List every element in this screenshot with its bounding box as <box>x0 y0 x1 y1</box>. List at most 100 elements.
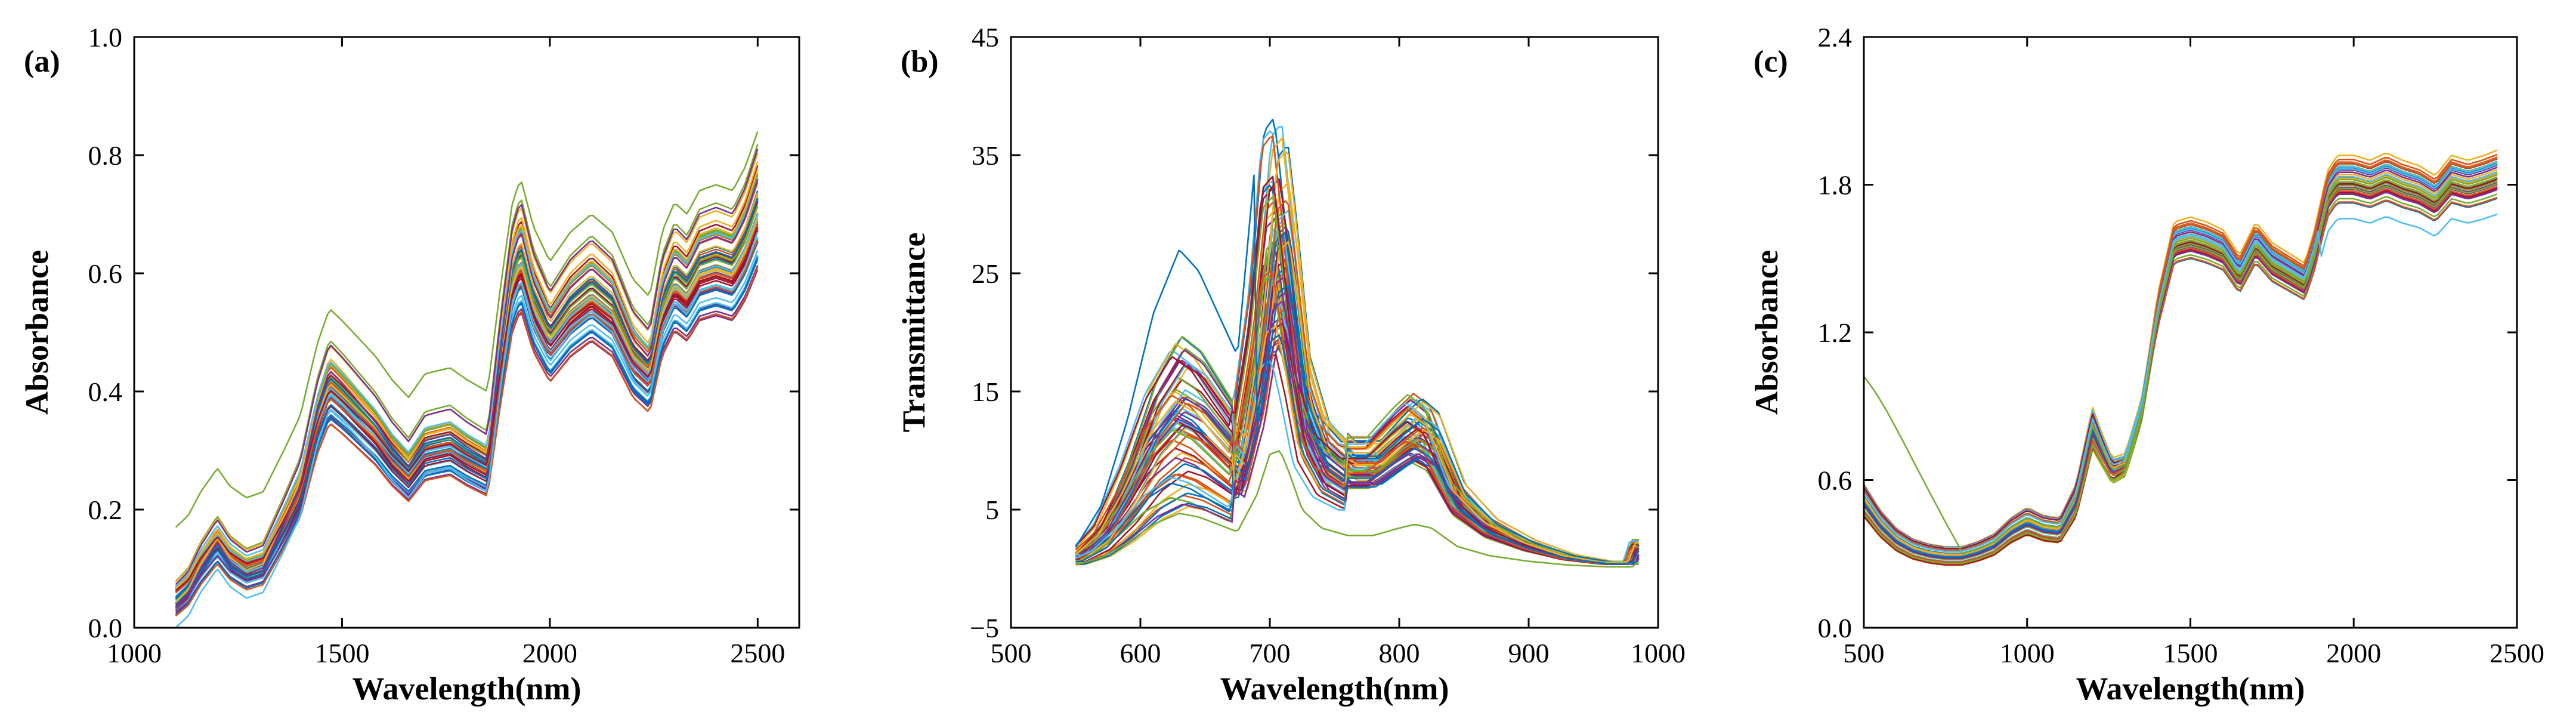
x-tick-label: 700 <box>1250 638 1291 668</box>
spectrum-line <box>1075 196 1639 563</box>
y-tick-label: 0.2 <box>88 495 123 525</box>
x-tick-label: 1500 <box>2163 638 2218 668</box>
spectrum-line <box>1075 271 1639 564</box>
spectrum-line <box>1075 270 1639 564</box>
y-axis-title: Absorbance <box>19 250 55 415</box>
x-tick-label: 800 <box>1379 638 1420 668</box>
spectrum-line <box>1864 161 2498 562</box>
series-group <box>1075 118 1640 568</box>
x-axis-title: Wavelength(nm) <box>2076 671 2305 707</box>
x-tick-label: 2000 <box>522 638 577 668</box>
spectrum-line <box>1075 285 1639 565</box>
y-tick-label: −5 <box>970 613 999 643</box>
spectrum-line <box>1075 267 1639 565</box>
x-tick-label: 500 <box>1844 638 1885 668</box>
x-tick-label: 1000 <box>1631 638 1686 668</box>
y-axis-title: Absorbance <box>1749 250 1785 415</box>
y-tick-label: 45 <box>972 22 999 53</box>
x-axis-title: Wavelength(nm) <box>1220 671 1449 707</box>
x-tick-label: 2500 <box>730 638 785 668</box>
x-tick-label: 1000 <box>107 638 162 668</box>
spectrum-line <box>1075 226 1639 563</box>
spectrum-line <box>1075 126 1640 563</box>
spectrum-line <box>1075 267 1639 564</box>
panel-label: (a) <box>24 45 60 79</box>
y-tick-label: 0.8 <box>88 140 123 171</box>
spectrum-line <box>175 182 759 594</box>
spectrum-line <box>1864 178 2498 550</box>
axes-frame <box>133 36 800 629</box>
spectrum-line <box>1075 230 1639 564</box>
spectrum-line <box>1075 146 1639 565</box>
panel-a: 1000 1500 2000 2500 0.0 0.2 0.4 0.6 0.8 1.0 Wavele… <box>19 22 800 707</box>
x-axis-title: Wavelength(nm) <box>352 671 582 707</box>
spectrum-line <box>1075 118 1639 563</box>
spectrum-line <box>175 267 759 617</box>
spectrum-line <box>1075 325 1639 563</box>
panel-b: 500 600 700 800 900 1000 −5 5 15 25 35 45 Wavelength… <box>896 22 1686 707</box>
y-tick-label: 1.0 <box>88 22 123 53</box>
spectrum-line <box>175 144 759 582</box>
y-tick-label: 0.0 <box>1818 613 1853 643</box>
y-tick-label: 0.6 <box>1818 465 1853 496</box>
spectrum-line <box>1075 221 1639 565</box>
x-tick-label: 500 <box>991 638 1032 668</box>
y-tick-label: 0.0 <box>88 613 123 643</box>
spectrum-line <box>1075 175 1639 564</box>
spectrum-line <box>1075 327 1639 565</box>
spectrum-line <box>1864 158 2498 559</box>
spectrum-line <box>1864 153 2498 557</box>
spectrum-line <box>1864 149 2498 556</box>
spectrum-line <box>1075 211 1640 564</box>
spectrum-line <box>1075 137 1640 563</box>
spectrum-line <box>175 149 759 585</box>
spectrum-line <box>1075 130 1639 564</box>
spectrum-line <box>175 257 759 616</box>
spectrum-line <box>175 192 759 590</box>
y-tick-label: 0.4 <box>88 377 123 407</box>
y-tick-label: 0.6 <box>88 258 123 289</box>
axes-frame <box>1863 36 2518 629</box>
spectrum-line <box>175 178 759 607</box>
y-tick-label: 15 <box>972 377 999 407</box>
spectrum-line <box>1075 135 1639 563</box>
spectrum-line <box>175 161 759 601</box>
x-tick-label: 900 <box>1508 638 1550 668</box>
spectrum-outlier-line <box>1075 450 1640 568</box>
spectrum-outlier-line <box>175 232 759 628</box>
x-tick-label: 600 <box>1120 638 1161 668</box>
y-axis-title: Transmittance <box>896 233 932 433</box>
x-tick-label: 1500 <box>314 638 369 668</box>
spectrum-line <box>1864 180 2498 560</box>
x-tick-label: 2000 <box>2326 638 2381 668</box>
spectrum-line <box>1075 232 1640 564</box>
series-group <box>175 131 759 628</box>
spectrum-outlier-line <box>1864 213 2498 553</box>
spectrum-line <box>175 226 759 592</box>
spectrum-line <box>1864 156 2498 560</box>
spectrum-line <box>1864 163 2498 551</box>
panel-label: (b) <box>901 45 939 79</box>
y-tick-label: 25 <box>972 258 999 289</box>
spectrum-line <box>1075 150 1639 564</box>
y-tick-label: 1.8 <box>1818 170 1853 200</box>
y-tick-label: 1.2 <box>1818 317 1853 348</box>
axes-frame <box>1010 36 1659 629</box>
spectrum-line <box>1864 196 2498 551</box>
spectrum-line <box>1864 166 2498 560</box>
y-tick-label: 2.4 <box>1818 22 1853 53</box>
spectrum-line <box>1864 161 2498 559</box>
spectrum-line <box>1864 177 2498 564</box>
panel-label: (c) <box>1754 45 1788 79</box>
spectrum-line <box>1864 186 2498 559</box>
y-tick-label: 35 <box>972 140 999 171</box>
spectrum-line <box>1864 157 2498 563</box>
x-tick-label: 2500 <box>2490 638 2544 668</box>
panel-c: 500 1000 1500 2000 2500 0.0 0.6 1.2 1.8 2.4 Wavele… <box>1749 22 2544 707</box>
x-tick-label: 1000 <box>2000 638 2055 668</box>
spectrum-outlier-line <box>1864 183 2498 554</box>
spectrum-line <box>1075 181 1639 564</box>
spectrum-line <box>1864 163 2498 549</box>
spectrum-outlier-line <box>1075 174 1640 564</box>
